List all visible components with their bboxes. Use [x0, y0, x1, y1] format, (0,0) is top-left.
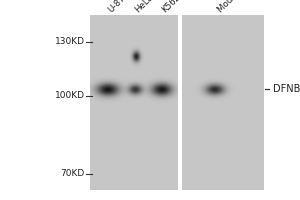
Text: 100KD: 100KD — [55, 92, 85, 100]
Text: K562: K562 — [160, 0, 182, 14]
Text: Mouse liver: Mouse liver — [216, 0, 257, 14]
Text: DFNB31: DFNB31 — [273, 84, 300, 94]
Text: U-87MG: U-87MG — [106, 0, 137, 14]
Text: HeLa: HeLa — [134, 0, 155, 14]
Text: 130KD: 130KD — [55, 38, 85, 46]
Text: 70KD: 70KD — [61, 170, 85, 178]
